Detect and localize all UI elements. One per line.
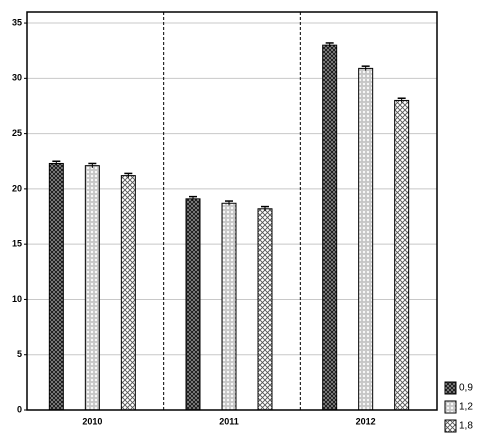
legend-swatch [444,381,457,395]
x-tick-label: 2010 [82,416,102,426]
legend-label: 0,9 [459,383,473,394]
legend-label: 1,8 [459,421,473,432]
bar [120,175,136,411]
y-tick-label: 10 [12,294,22,304]
y-tick-label: 25 [12,128,22,138]
y-tick-label: 30 [12,73,22,83]
y-tick-label: 35 [12,17,22,27]
y-tick-label: 0 [17,404,22,414]
legend-label: 1,2 [459,402,473,413]
bar [48,162,64,411]
x-tick-label: 2011 [219,416,239,426]
bar [185,198,201,411]
bar [221,202,237,411]
y-tick-label: 15 [12,239,22,249]
bar [257,208,273,411]
plot-frame [26,11,438,411]
legend-swatch [444,419,457,433]
bar [322,44,338,411]
bar [394,99,410,411]
bar [358,67,374,411]
bar [84,165,100,411]
y-tick-label: 20 [12,183,22,193]
x-tick-label: 2012 [356,416,376,426]
legend-swatch [444,400,457,414]
y-tick-label: 5 [17,349,22,359]
